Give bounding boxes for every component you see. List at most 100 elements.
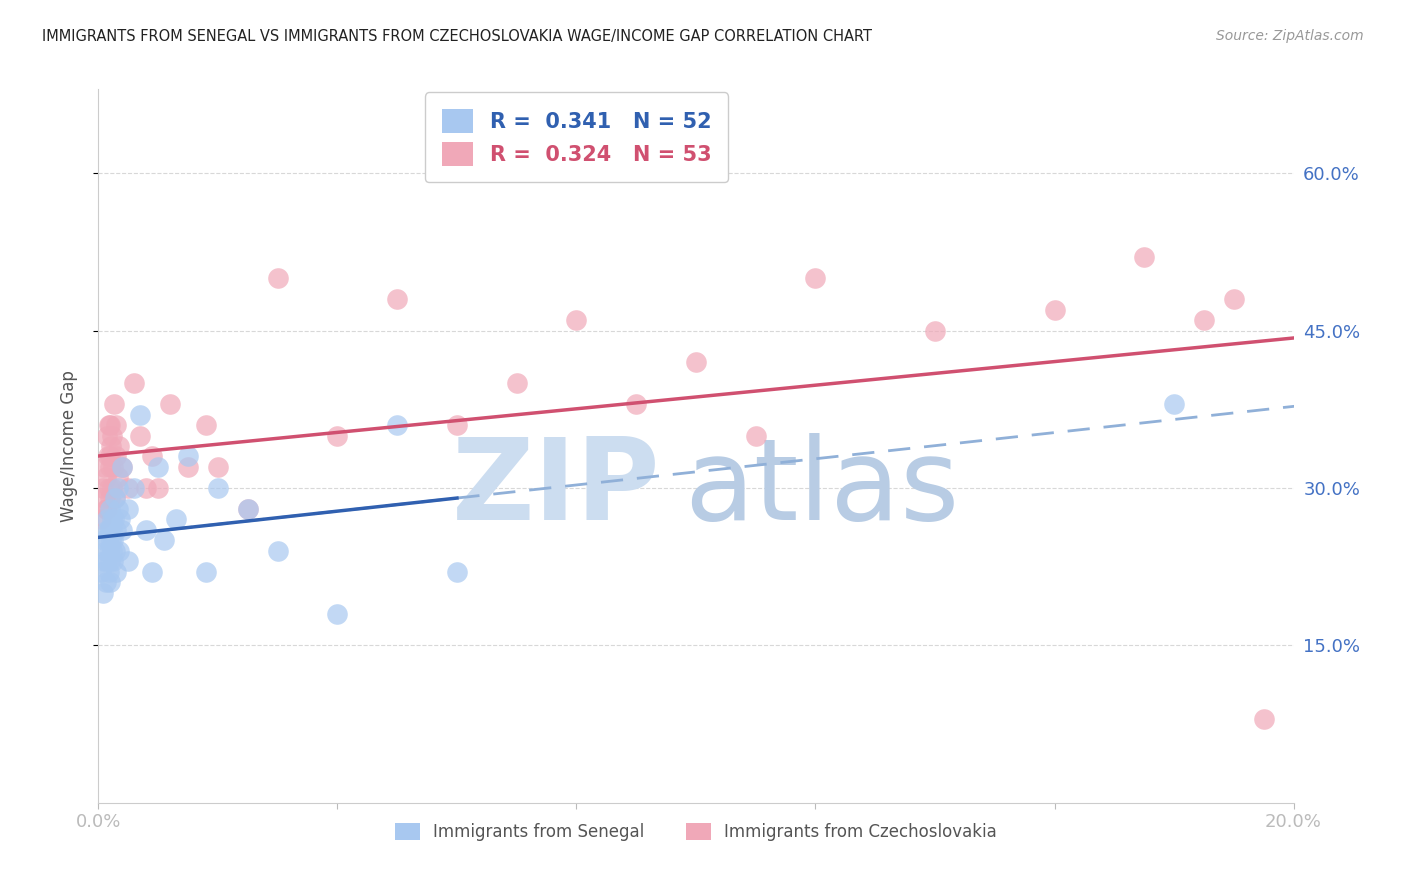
Point: [117, 481, 139, 495]
Point: [107, 502, 129, 516]
Point: [177, 460, 200, 475]
Point: [236, 502, 259, 516]
Point: [100, 481, 122, 495]
Point: [924, 324, 946, 338]
Point: [135, 481, 157, 495]
Point: [98, 544, 121, 558]
Point: [96, 554, 118, 568]
Point: [98, 491, 122, 506]
Point: [93, 491, 115, 506]
Legend: Immigrants from Senegal, Immigrants from Czechoslovakia: Immigrants from Senegal, Immigrants from…: [388, 816, 1004, 848]
Point: [207, 481, 229, 495]
Point: [195, 565, 218, 579]
Point: [90, 512, 112, 526]
Point: [111, 523, 134, 537]
Point: [159, 397, 181, 411]
Point: [626, 397, 648, 411]
Point: [91, 586, 114, 600]
Point: [98, 523, 122, 537]
Point: [141, 450, 163, 464]
Point: [107, 481, 129, 495]
Point: [446, 565, 468, 579]
Point: [207, 460, 229, 475]
Point: [148, 481, 170, 495]
Point: [236, 502, 259, 516]
Point: [135, 523, 157, 537]
Point: [117, 502, 139, 516]
Point: [105, 523, 128, 537]
Point: [108, 512, 131, 526]
Point: [98, 523, 121, 537]
Text: Source: ZipAtlas.com: Source: ZipAtlas.com: [1216, 29, 1364, 43]
Point: [93, 554, 115, 568]
Point: [105, 565, 128, 579]
Point: [117, 554, 139, 568]
Point: [1163, 397, 1185, 411]
Point: [101, 523, 124, 537]
Point: [148, 460, 170, 475]
Point: [326, 428, 349, 442]
Point: [98, 575, 122, 590]
Text: IMMIGRANTS FROM SENEGAL VS IMMIGRANTS FROM CZECHOSLOVAKIA WAGE/INCOME GAP CORREL: IMMIGRANTS FROM SENEGAL VS IMMIGRANTS FR…: [42, 29, 872, 44]
Point: [446, 417, 468, 432]
Point: [100, 533, 122, 548]
Point: [94, 502, 117, 516]
Point: [98, 417, 122, 432]
Point: [97, 533, 120, 548]
Point: [153, 533, 176, 548]
Point: [103, 397, 125, 411]
Point: [96, 544, 118, 558]
Point: [90, 565, 112, 579]
Point: [141, 565, 163, 579]
Point: [267, 271, 290, 285]
Text: ZIP: ZIP: [451, 434, 661, 544]
Point: [104, 544, 127, 558]
Point: [1223, 292, 1246, 306]
Point: [97, 450, 120, 464]
Point: [565, 313, 588, 327]
Point: [124, 376, 146, 390]
Point: [105, 417, 128, 432]
Point: [98, 481, 121, 495]
Point: [326, 607, 349, 621]
Point: [385, 417, 409, 432]
Point: [177, 450, 200, 464]
Point: [124, 481, 146, 495]
Point: [1043, 302, 1066, 317]
Point: [91, 481, 114, 495]
Point: [103, 491, 125, 506]
Point: [97, 417, 120, 432]
Point: [107, 470, 129, 484]
Point: [96, 523, 118, 537]
Point: [1253, 712, 1275, 726]
Point: [195, 417, 218, 432]
Point: [165, 512, 187, 526]
Point: [98, 460, 122, 475]
Point: [108, 544, 131, 558]
Point: [94, 575, 117, 590]
Point: [98, 450, 121, 464]
Point: [103, 460, 125, 475]
Point: [105, 450, 128, 464]
Point: [103, 512, 125, 526]
Point: [685, 355, 707, 369]
Point: [101, 428, 124, 442]
Text: atlas: atlas: [685, 434, 959, 544]
Point: [804, 271, 827, 285]
Point: [98, 554, 122, 568]
Point: [100, 439, 122, 453]
Point: [100, 512, 122, 526]
Point: [267, 544, 290, 558]
Point: [96, 502, 118, 516]
Point: [1192, 313, 1215, 327]
Point: [100, 544, 122, 558]
Point: [104, 491, 127, 506]
Y-axis label: Wage/Income Gap: Wage/Income Gap: [59, 370, 77, 522]
Point: [96, 470, 118, 484]
Point: [1133, 250, 1156, 264]
Point: [103, 533, 125, 548]
Point: [745, 428, 768, 442]
Point: [111, 460, 134, 475]
Point: [129, 408, 152, 422]
Point: [111, 460, 134, 475]
